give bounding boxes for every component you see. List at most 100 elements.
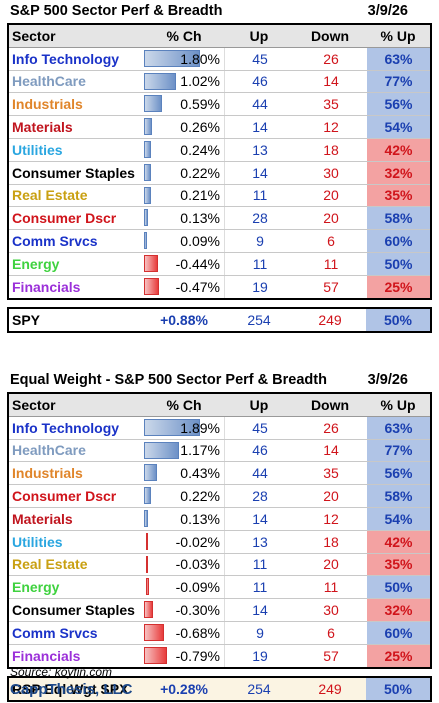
down-count: 12 xyxy=(323,510,339,527)
up-count: 13 xyxy=(252,141,268,158)
pct-change-cell: 0.22% xyxy=(144,485,225,507)
total-pct: +0.28% xyxy=(160,680,208,697)
pct-change-value: 0.43% xyxy=(180,465,220,482)
up-count: 45 xyxy=(252,419,268,436)
table-grid: Sector % Ch Up Down % Up Info Technology… xyxy=(7,23,432,300)
sector-name: Consumer Staples xyxy=(12,164,135,181)
table-row: Financials -0.79% 19 57 25% xyxy=(9,644,430,667)
pct-change-value: -0.47% xyxy=(175,278,220,295)
pct-change-cell: 1.80% xyxy=(144,47,225,70)
down-count: 35 xyxy=(323,465,339,482)
pct-change-bar xyxy=(146,532,148,550)
pct-change-cell: -0.09% xyxy=(144,576,225,599)
down-count: 18 xyxy=(323,533,339,550)
pct-change-cell: 0.24% xyxy=(144,138,225,161)
pct-up-value: 54% xyxy=(367,507,430,530)
down-count: 57 xyxy=(323,278,339,295)
pct-up-value: 77% xyxy=(367,70,430,93)
pct-change-value: 1.02% xyxy=(180,73,220,90)
down-count: 20 xyxy=(323,187,339,204)
up-count: 44 xyxy=(252,96,268,113)
up-count: 28 xyxy=(252,210,268,227)
table-row: Utilities 0.24% 13 18 42% xyxy=(9,138,430,162)
pct-change-cell: -0.44% xyxy=(144,252,225,275)
sector-name: Materials xyxy=(12,510,73,527)
pct-change-value: 0.22% xyxy=(180,164,220,181)
up-count: 14 xyxy=(252,164,268,181)
down-count: 6 xyxy=(327,233,335,250)
down-count: 11 xyxy=(323,255,339,272)
pct-change-cell: 0.21% xyxy=(144,184,225,207)
table-row: Utilities -0.02% 13 18 42% xyxy=(9,530,430,554)
col-pct-up: % Up xyxy=(380,396,416,413)
down-count: 26 xyxy=(323,50,339,67)
up-count: 14 xyxy=(252,602,268,619)
table-row: Financials -0.47% 19 57 25% xyxy=(9,275,430,298)
table-row: Energy -0.09% 11 11 50% xyxy=(9,576,430,600)
pct-change-bar xyxy=(144,72,176,90)
pct-change-bar xyxy=(144,209,149,227)
up-count: 11 xyxy=(252,255,268,272)
sector-name: Info Technology xyxy=(12,50,120,67)
down-count: 18 xyxy=(323,141,339,158)
pct-up-value: 42% xyxy=(367,138,430,161)
pct-up-value: 42% xyxy=(367,530,430,553)
pct-change-value: -0.68% xyxy=(175,624,220,641)
total-down: 249 xyxy=(318,680,342,697)
down-count: 12 xyxy=(323,119,339,136)
down-count: 14 xyxy=(323,442,339,459)
sector-name: HealthCare xyxy=(12,73,86,90)
total-pct: +0.88% xyxy=(160,311,208,328)
pct-change-bar xyxy=(144,118,153,136)
table-date: 3/9/26 xyxy=(367,3,408,19)
pct-change-bar xyxy=(146,555,148,573)
sp500-sector-table: S&P 500 Sector Perf & Breadth 3/9/26 Sec… xyxy=(7,1,432,333)
up-count: 19 xyxy=(252,647,268,664)
table-title: Equal Weight - S&P 500 Sector Perf & Bre… xyxy=(10,372,327,388)
up-count: 44 xyxy=(252,465,268,482)
pct-up-value: 60% xyxy=(367,621,430,644)
pct-change-bar xyxy=(144,646,168,664)
down-count: 35 xyxy=(323,96,339,113)
table-row: Materials 0.13% 14 12 54% xyxy=(9,507,430,531)
table-row: Info Technology 1.80% 45 26 63% xyxy=(9,47,430,71)
sector-name: Industrials xyxy=(12,96,83,113)
sector-name: Comm Srvcs xyxy=(12,233,98,250)
pct-up-value: 58% xyxy=(367,207,430,230)
down-count: 20 xyxy=(323,556,339,573)
pct-change-bar xyxy=(144,140,152,158)
pct-change-bar xyxy=(144,623,165,641)
pct-change-value: 0.13% xyxy=(180,210,220,227)
pct-change-bar xyxy=(144,601,153,619)
table-row: Consumer Staples 0.22% 14 30 32% xyxy=(9,161,430,185)
down-count: 20 xyxy=(323,488,339,505)
pct-up-value: 60% xyxy=(367,230,430,252)
sector-name: Comm Srvcs xyxy=(12,624,98,641)
pct-change-value: 1.80% xyxy=(180,50,220,67)
pct-change-bar xyxy=(144,464,157,482)
sector-name: Utilities xyxy=(12,141,63,158)
up-count: 14 xyxy=(252,510,268,527)
total-down: 249 xyxy=(318,311,342,328)
down-count: 20 xyxy=(323,210,339,227)
pct-change-value: -0.79% xyxy=(175,647,220,664)
pct-change-cell: 1.17% xyxy=(144,439,225,462)
col-up: Up xyxy=(249,27,269,44)
pct-up-value: 56% xyxy=(367,93,430,116)
pct-change-cell: 1.02% xyxy=(144,70,225,93)
sector-name: Consumer Dscr xyxy=(12,210,117,227)
pct-change-value: 1.89% xyxy=(180,419,220,436)
col-sector: Sector xyxy=(12,27,56,44)
down-count: 26 xyxy=(323,419,339,436)
pct-change-value: 0.59% xyxy=(180,96,220,113)
pct-change-bar xyxy=(144,487,151,505)
pct-change-value: 0.22% xyxy=(180,488,220,505)
up-count: 11 xyxy=(252,556,268,573)
total-row: RSP Eql Wgt SPX +0.28% 254 249 50% xyxy=(7,675,432,702)
table-row: Industrials 0.43% 44 35 56% xyxy=(9,462,430,486)
table-row: Consumer Dscr 0.13% 28 20 58% xyxy=(9,207,430,231)
pct-change-value: -0.03% xyxy=(175,556,220,573)
down-count: 6 xyxy=(327,624,335,641)
table-title: S&P 500 Sector Perf & Breadth xyxy=(10,3,223,19)
col-sector: Sector xyxy=(12,396,56,413)
